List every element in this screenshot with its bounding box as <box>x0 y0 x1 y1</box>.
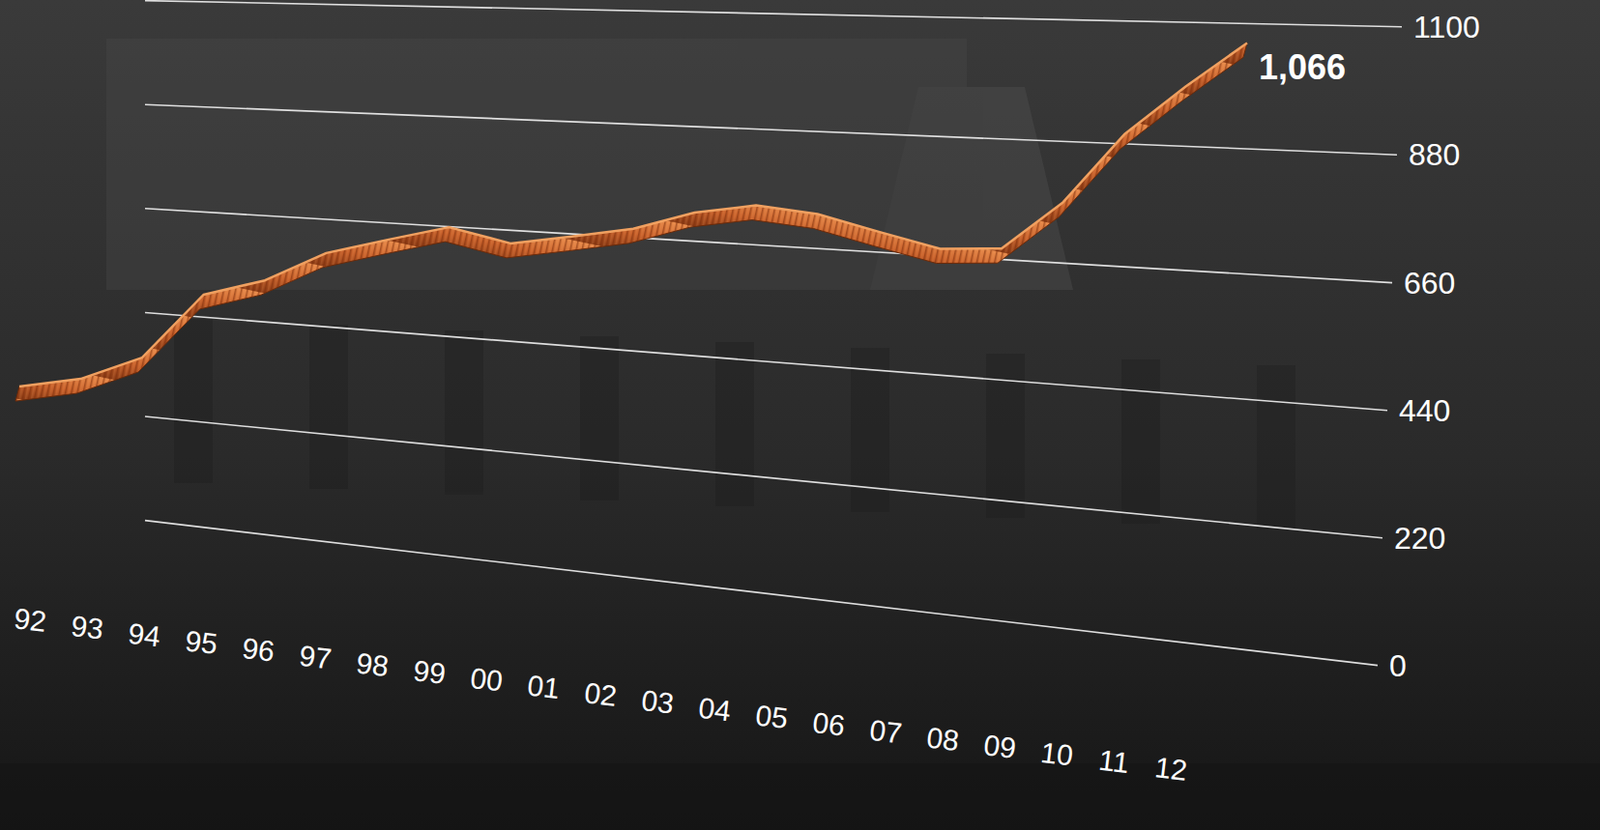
ribbon-body <box>15 42 1248 402</box>
grid-line <box>145 0 1402 28</box>
x-tick-label: 05 <box>754 698 790 735</box>
y-tick-label: 880 <box>1408 137 1460 173</box>
line <box>19 42 1248 387</box>
x-tick-label: 95 <box>183 624 220 661</box>
y-tick-label: 660 <box>1403 265 1455 301</box>
grid-line <box>145 312 1388 410</box>
grid <box>145 0 1402 667</box>
y-tick-label: 0 <box>1389 648 1407 684</box>
y-tick-label: 1100 <box>1413 9 1481 45</box>
x-tick-label: 02 <box>582 676 619 713</box>
window <box>986 353 1025 519</box>
x-tick-label: 97 <box>297 640 334 676</box>
x-tick-label: 94 <box>126 617 163 654</box>
grid-line <box>145 416 1383 539</box>
x-tick-label: 98 <box>354 646 391 683</box>
x-tick-label: 99 <box>411 654 448 691</box>
data-labels: 1,066 <box>1258 47 1346 88</box>
x-tick-label: 96 <box>240 632 277 669</box>
x-tick-label: 06 <box>811 706 847 743</box>
series <box>15 42 1248 402</box>
window <box>1256 365 1296 530</box>
window <box>444 330 484 495</box>
x-tick-label: 03 <box>640 684 676 721</box>
x-tick-label: 12 <box>1153 751 1190 787</box>
y-tick-labels: 0 220 440 660 880 1100 <box>1389 9 1481 684</box>
background-building <box>0 38 1600 830</box>
x-tick-label: 10 <box>1039 736 1076 773</box>
x-tick-labels: 92 93 94 95 96 97 98 99 00 01 02 03 04 05 06 07 08 09 10 11… <box>12 602 1190 787</box>
ground <box>0 763 1600 830</box>
x-tick-label: 00 <box>468 662 505 699</box>
background <box>0 0 1600 830</box>
data-label: 1,066 <box>1258 47 1346 88</box>
y-tick-label: 220 <box>1394 521 1446 556</box>
window <box>715 342 755 507</box>
chart-root: 0 220 440 660 880 1100 92 93 94 95 96 97 98 99 00 01 02 0… <box>0 0 1600 830</box>
x-tick-label: 04 <box>697 692 733 728</box>
grid-line <box>145 104 1397 155</box>
window <box>309 324 349 490</box>
window <box>580 336 619 501</box>
y-tick-label: 440 <box>1398 393 1451 429</box>
x-tick-label: 93 <box>69 610 106 646</box>
window <box>174 319 213 484</box>
x-tick-label: 92 <box>12 602 49 639</box>
x-tick-label: 09 <box>982 728 1019 765</box>
x-tick-label: 11 <box>1097 744 1132 780</box>
window <box>1121 359 1161 524</box>
x-tick-label: 08 <box>925 721 961 757</box>
x-tick-label: 07 <box>868 714 904 751</box>
chart: 0 220 440 660 880 1100 92 93 94 95 96 97 98 99 00 01 02 0… <box>0 0 1600 830</box>
x-tick-label: 01 <box>525 669 562 706</box>
